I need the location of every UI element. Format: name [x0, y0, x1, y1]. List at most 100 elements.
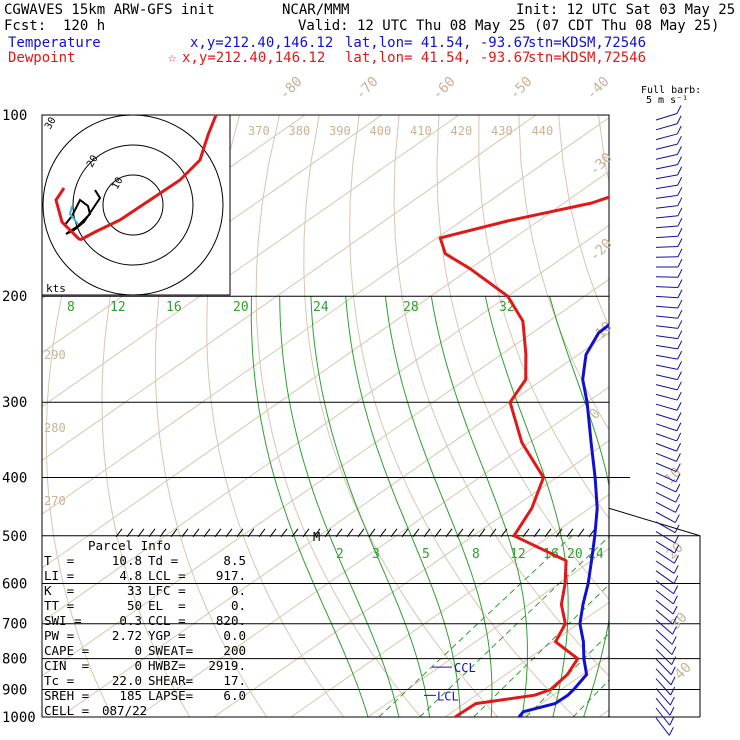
- wind-barb-flag: [677, 187, 683, 196]
- isotherm-line: [42, 117, 609, 515]
- model-title: CGWAVES 15km ARW-GFS init: [4, 2, 215, 18]
- hatch-mark: [148, 528, 156, 538]
- lower-panel-edge: [608, 115, 701, 717]
- wind-barb: [655, 511, 676, 523]
- parcel-info-cell: 10.8: [111, 553, 142, 568]
- parcel-info-row: SWI = 0.3 CCL = 820.: [44, 613, 246, 628]
- dewpoint-profile-line: [438, 195, 609, 719]
- moist-tick-label: 28: [403, 300, 419, 315]
- parcel-info-row: K = 33 LFC = 0.: [44, 583, 246, 598]
- wind-barb-flag: [674, 524, 680, 533]
- wind-barb: [655, 658, 672, 676]
- wind-barb: [655, 364, 678, 370]
- hatch-mark: [280, 528, 288, 538]
- wind-barb-flag: [676, 442, 682, 452]
- hatch-mark: [126, 528, 134, 538]
- wind-barb: [655, 413, 678, 421]
- isotherm-tick-label: -40: [584, 74, 613, 103]
- wind-barb: [655, 560, 675, 574]
- dry-adiabat-tick-label: 290: [44, 348, 66, 362]
- mixing-ratio-line: [572, 679, 609, 718]
- wind-barb: [655, 462, 677, 473]
- dewpoint-xy: x,y=212.40,146.12: [182, 50, 326, 66]
- pressure-tick-label: 100: [2, 108, 27, 124]
- dry-adiabat-line: [718, 115, 740, 717]
- parcel-info-cell: 0: [134, 658, 142, 673]
- wind-barb-flag: [670, 686, 676, 696]
- hodograph-units-label: kts: [46, 282, 66, 295]
- pressure-tick-label: 1000: [2, 710, 36, 726]
- wind-barb-flag: [676, 125, 682, 135]
- wind-barb: [655, 305, 678, 309]
- parcel-info-cell: EL =: [148, 598, 186, 613]
- wind-barb-flag: [675, 504, 680, 513]
- parcel-info-cell: CIN =: [44, 658, 90, 673]
- parcel-info-cell: YGP =: [148, 628, 186, 643]
- hatch-mark: [258, 528, 266, 538]
- dry-adiabat-line: [154, 115, 268, 718]
- hodograph-ring: [42, 114, 224, 296]
- theta-tick-label: 400: [370, 124, 392, 138]
- dry-adiabat-line: [393, 115, 609, 677]
- wind-barb-flag: [676, 422, 682, 431]
- parcel-info-cell: SREH =: [44, 688, 90, 703]
- wind-barb: [655, 550, 675, 564]
- hatch-mark: [368, 528, 376, 538]
- dry-adiabat-line: [45, 115, 121, 718]
- wind-barb-flag: [677, 340, 683, 350]
- dewpoint-legend-label: Dewpoint: [8, 50, 76, 66]
- dewpoint-profile-upper: [79, 114, 218, 242]
- dry-adiabat-line: [436, 115, 609, 601]
- mixing-ratio-tick-label: 3: [372, 547, 380, 562]
- wind-barb: [655, 393, 678, 401]
- wind-barb-flag: [673, 575, 679, 584]
- moist-adiabat-line: [310, 296, 431, 718]
- wind-barb: [655, 668, 672, 686]
- moist-adiabat-line: [676, 296, 740, 717]
- dry-adiabat-line: [518, 115, 609, 431]
- wind-barb: [655, 619, 673, 635]
- moist-adiabat-line: [645, 296, 737, 717]
- wind-barb: [655, 433, 677, 442]
- pressure-tick-label: 800: [2, 652, 27, 668]
- dry-adiabat-line: [478, 115, 609, 520]
- wind-barb: [655, 215, 678, 219]
- wind-barb: [655, 235, 678, 239]
- theta-tick-label: 440: [532, 124, 554, 138]
- wind-barb-flag: [677, 269, 683, 278]
- isotherm-tick-label: -70: [353, 74, 382, 103]
- wind-barb-flag: [671, 636, 677, 645]
- forecast-hour: Fcst: 120 h: [4, 18, 106, 34]
- parcel-info-cell: 0.: [230, 583, 246, 598]
- isotherm-line: [367, 547, 609, 718]
- wind-barb-flag: [669, 696, 675, 706]
- parcel-info-row: CIN = 0 HWBZ= 2919.: [44, 658, 246, 673]
- isotherm-tick-label: -80: [277, 74, 306, 103]
- parcel-info-cell: 0: [134, 643, 142, 658]
- isotherm-line: [42, 170, 609, 569]
- wind-barb-flag: [677, 330, 683, 339]
- hatch-mark: [445, 528, 453, 538]
- parcel-info-row: Tc = 22.0 SHEAR= 17.: [44, 673, 246, 688]
- parcel-info-cell: LI =: [44, 568, 75, 583]
- wind-barb: [655, 374, 678, 381]
- wind-barb: [655, 521, 676, 534]
- isotherm-tick-label: -30: [587, 150, 616, 179]
- hatch-mark: [137, 528, 145, 538]
- wind-barb-flag: [674, 534, 680, 544]
- wind-barb: [655, 570, 675, 584]
- wind-barb: [655, 609, 674, 625]
- hatch-mark: [181, 528, 189, 538]
- wind-barb: [655, 113, 678, 121]
- hatch-mark: [335, 528, 343, 538]
- hatch-mark: [478, 528, 486, 538]
- hatch-mark: [379, 528, 387, 538]
- isotherm-line: [521, 655, 609, 718]
- mixing-ratio-tick-label: 5: [422, 547, 430, 562]
- isotherm-tick-label: -60: [430, 74, 459, 103]
- wind-barb-flag: [669, 706, 675, 716]
- pressure-tick-label: 400: [2, 470, 27, 486]
- wind-barb-flag: [677, 197, 683, 206]
- moist-adiabat-line: [549, 296, 609, 718]
- isotherm-line: [42, 115, 537, 461]
